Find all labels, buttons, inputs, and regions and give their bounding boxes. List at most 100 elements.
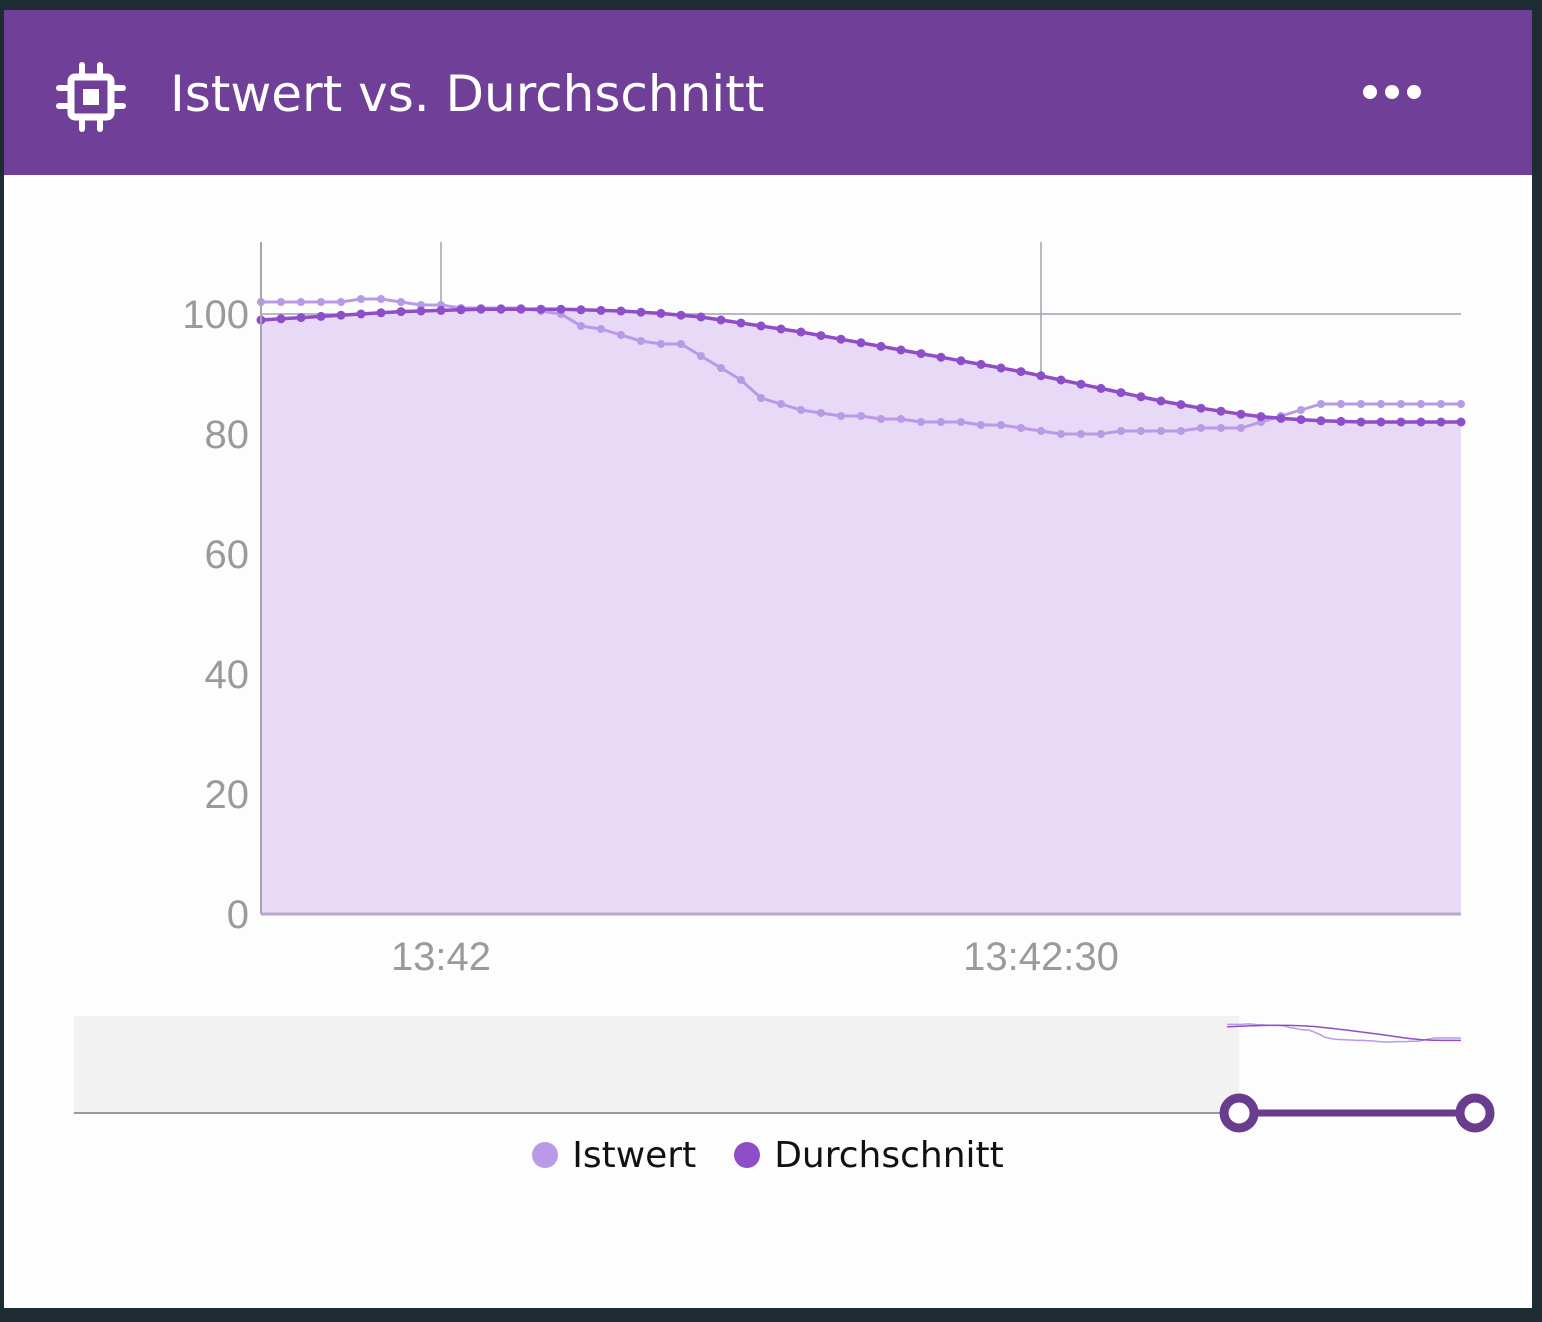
data-point-0-36 <box>977 421 985 429</box>
data-point-1-58 <box>1416 417 1426 427</box>
data-point-1-20 <box>656 308 666 318</box>
data-point-1-52 <box>1296 415 1306 425</box>
data-point-1-27 <box>796 327 806 337</box>
data-point-0-24 <box>737 376 745 384</box>
data-point-1-14 <box>536 304 546 314</box>
data-point-0-32 <box>897 415 905 423</box>
data-point-0-27 <box>797 406 805 414</box>
data-point-0-59 <box>1437 400 1445 408</box>
data-point-0-35 <box>957 418 965 426</box>
data-point-0-54 <box>1337 400 1345 408</box>
data-point-0-2 <box>297 298 305 306</box>
data-point-1-7 <box>396 307 406 317</box>
navigator-handle-left[interactable] <box>1219 1093 1259 1133</box>
data-point-1-57 <box>1396 417 1406 427</box>
data-point-1-2 <box>296 313 306 323</box>
data-point-1-41 <box>1076 379 1086 389</box>
legend-swatch-durchschnitt <box>734 1142 761 1168</box>
legend-item-istwert[interactable]: Istwert <box>532 1135 696 1176</box>
navigator-handle-right[interactable] <box>1455 1093 1495 1133</box>
data-point-0-44 <box>1137 427 1145 435</box>
data-point-0-52 <box>1297 406 1305 414</box>
data-point-1-23 <box>716 315 726 325</box>
more-horizontal-icon[interactable] <box>1356 70 1432 114</box>
legend-swatch-istwert <box>532 1142 559 1168</box>
line-chart: 0 20 40 60 80 100 13:42 13:42:30 <box>74 242 1495 1133</box>
data-point-0-20 <box>657 340 665 348</box>
data-point-0-39 <box>1037 427 1045 435</box>
data-point-0-37 <box>997 421 1005 429</box>
y-tick-label-0: 0 <box>227 893 249 937</box>
data-point-1-56 <box>1376 417 1386 427</box>
data-point-0-7 <box>397 298 405 306</box>
data-point-0-46 <box>1177 427 1185 435</box>
legend-item-durchschnitt[interactable]: Durchschnitt <box>734 1135 1004 1176</box>
data-point-0-18 <box>617 331 625 339</box>
data-point-1-25 <box>756 321 766 331</box>
data-point-0-5 <box>357 295 365 303</box>
data-point-0-38 <box>1017 424 1025 432</box>
data-point-1-35 <box>956 356 966 366</box>
data-point-0-53 <box>1317 400 1325 408</box>
data-point-0-33 <box>917 418 925 426</box>
chart-series-layer <box>256 295 1466 438</box>
y-tick-label-60: 60 <box>205 533 250 577</box>
chart-legend: Istwert Durchschnitt <box>4 1130 1532 1180</box>
data-point-1-28 <box>816 331 826 341</box>
data-point-1-21 <box>676 310 686 320</box>
data-point-0-22 <box>697 352 705 360</box>
data-point-1-1 <box>276 314 286 324</box>
data-point-1-38 <box>1016 367 1026 377</box>
data-point-0-56 <box>1377 400 1385 408</box>
data-point-1-51 <box>1276 413 1286 423</box>
card-header: Istwert vs. Durchschnitt <box>4 10 1532 175</box>
data-point-0-55 <box>1357 400 1365 408</box>
data-point-0-3 <box>317 298 325 306</box>
data-point-1-55 <box>1356 417 1366 427</box>
data-point-1-15 <box>556 304 566 314</box>
range-navigator[interactable] <box>74 1016 1495 1133</box>
data-point-0-26 <box>777 400 785 408</box>
chart-title: Istwert vs. Durchschnitt <box>170 65 765 123</box>
chart-area-layer <box>261 309 1461 914</box>
data-point-0-34 <box>937 418 945 426</box>
data-point-0-57 <box>1397 400 1405 408</box>
x-tick-label-1: 13:42:30 <box>963 935 1119 979</box>
data-point-0-43 <box>1117 427 1125 435</box>
data-point-0-1 <box>277 298 285 306</box>
legend-label-istwert: Istwert <box>572 1134 697 1176</box>
data-point-0-41 <box>1077 430 1085 438</box>
data-point-0-17 <box>597 325 605 333</box>
data-point-1-37 <box>996 363 1006 373</box>
y-tick-label-80: 80 <box>205 413 250 457</box>
data-point-1-59 <box>1436 417 1446 427</box>
data-point-1-8 <box>416 306 426 316</box>
data-point-1-36 <box>976 359 986 369</box>
data-point-1-22 <box>696 312 706 322</box>
data-point-0-47 <box>1197 424 1205 432</box>
data-point-1-50 <box>1256 412 1266 422</box>
area-fill-1 <box>261 309 1461 914</box>
data-point-1-53 <box>1316 416 1326 426</box>
data-point-1-32 <box>896 345 906 355</box>
data-point-1-45 <box>1156 396 1166 406</box>
data-point-1-26 <box>776 324 786 334</box>
x-tick-label-0: 13:42 <box>391 935 491 979</box>
data-point-1-47 <box>1196 403 1206 413</box>
data-point-0-58 <box>1417 400 1425 408</box>
data-point-1-48 <box>1216 406 1226 416</box>
data-point-0-25 <box>757 394 765 402</box>
data-point-1-17 <box>596 305 606 315</box>
data-point-0-16 <box>577 322 585 330</box>
data-point-1-3 <box>316 311 326 321</box>
y-tick-label-100: 100 <box>182 293 249 337</box>
data-point-0-4 <box>337 298 345 306</box>
data-point-1-42 <box>1096 383 1106 393</box>
data-point-1-18 <box>616 306 626 316</box>
y-tick-label-40: 40 <box>205 653 250 697</box>
data-point-0-29 <box>837 412 845 420</box>
data-point-0-31 <box>877 415 885 423</box>
y-tick-label-20: 20 <box>205 773 250 817</box>
chart-axis-layer: 0 20 40 60 80 100 13:42 13:42:30 <box>182 242 1461 979</box>
data-point-1-6 <box>376 308 386 318</box>
